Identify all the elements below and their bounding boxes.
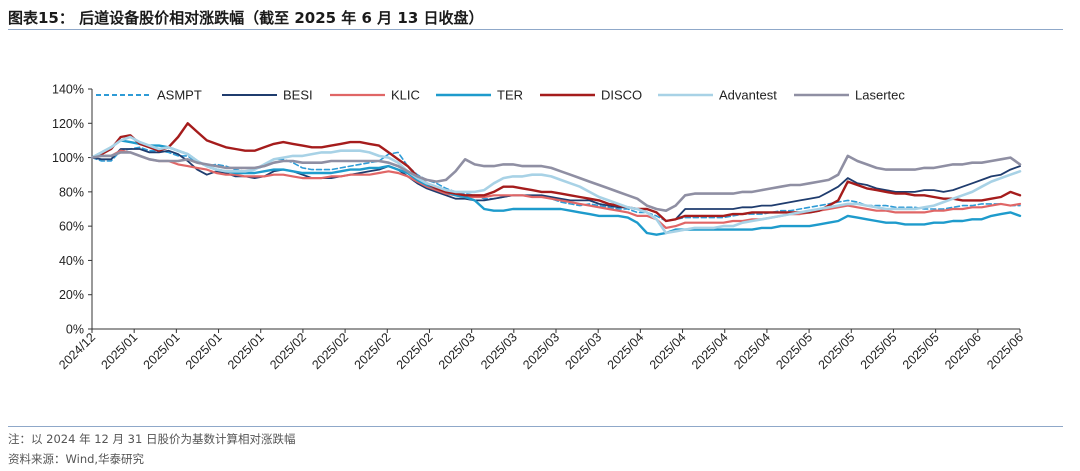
series-line-disco: [90, 122, 1022, 223]
y-tick-label: 20%: [59, 288, 84, 302]
source-note: 资料来源：Wind,华泰研究: [8, 452, 145, 466]
x-tick-label: 2025/02: [267, 330, 309, 372]
legend-label: BESI: [283, 88, 313, 103]
x-tick-label: 2025/02: [394, 330, 436, 372]
x-tick-label: 2025/01: [183, 330, 225, 372]
y-tick-label: 40%: [59, 254, 84, 268]
x-tick-label: 2025/05: [773, 330, 815, 372]
series-line-advantest: [90, 135, 1022, 235]
bottom-divider: [8, 426, 1063, 427]
legend-label: ASMPT: [157, 88, 202, 103]
chart-axes: 0%20%40%60%80%100%120%140%2024/12 2025/01…: [52, 83, 1026, 373]
x-tick-label: 2025/03: [478, 330, 520, 372]
x-tick-label: 2025/04: [647, 330, 689, 372]
x-tick-label: 2025/04: [689, 330, 731, 372]
y-tick-label: 100%: [52, 151, 84, 165]
legend-label: Advantest: [719, 88, 777, 103]
legend-label: Lasertec: [855, 88, 905, 103]
x-tick-label: 2025/04: [605, 330, 647, 372]
y-tick-label: 80%: [59, 185, 84, 199]
x-tick-label: 2025/03: [520, 330, 562, 372]
x-tick-label: 2025/02: [309, 330, 351, 372]
legend-label: DISCO: [601, 88, 642, 103]
legend-label: KLIC: [391, 88, 420, 103]
legend-label: TER: [497, 88, 523, 103]
x-tick-label: 2025/06: [984, 330, 1026, 372]
x-tick-label: 2025/05: [816, 330, 858, 372]
x-tick-label: 2025/05: [858, 330, 900, 372]
series-line-ter: [90, 139, 1022, 236]
chart-title: 图表15： 后道设备股价相对涨跌幅（截至 2025 年 6 月 13 日收盘）: [8, 9, 484, 27]
x-tick-label: 2025/02: [352, 330, 394, 372]
x-tick-label: 2025/04: [731, 330, 773, 372]
top-divider: [8, 29, 1063, 30]
chart-legend: ASMPT BESI KLIC TER DISCO Advantest Lasertec: [96, 88, 905, 103]
y-tick-label: 0%: [66, 323, 84, 337]
series-line-lasertec: [90, 151, 1022, 212]
y-tick-label: 140%: [52, 83, 84, 97]
y-tick-label: 60%: [59, 220, 84, 234]
series-line-klic: [90, 149, 1022, 229]
line-chart: 0%20%40%60%80%100%120%140%2024/12 2025/01…: [52, 83, 1026, 373]
x-tick-label: 2025/01: [98, 330, 140, 372]
x-tick-label: 2025/01: [225, 330, 267, 372]
x-tick-label: 2025/05: [900, 330, 942, 372]
x-tick-label: 2025/03: [436, 330, 478, 372]
footnote: 注：以 2024 年 12 月 31 日股价为基数计算相对涨跌幅: [8, 432, 296, 446]
y-tick-label: 120%: [52, 117, 84, 131]
x-tick-label: 2025/06: [942, 330, 984, 372]
x-tick-label: 2025/03: [562, 330, 604, 372]
series-layer: [90, 122, 1022, 236]
x-tick-label: 2025/01: [141, 330, 183, 372]
